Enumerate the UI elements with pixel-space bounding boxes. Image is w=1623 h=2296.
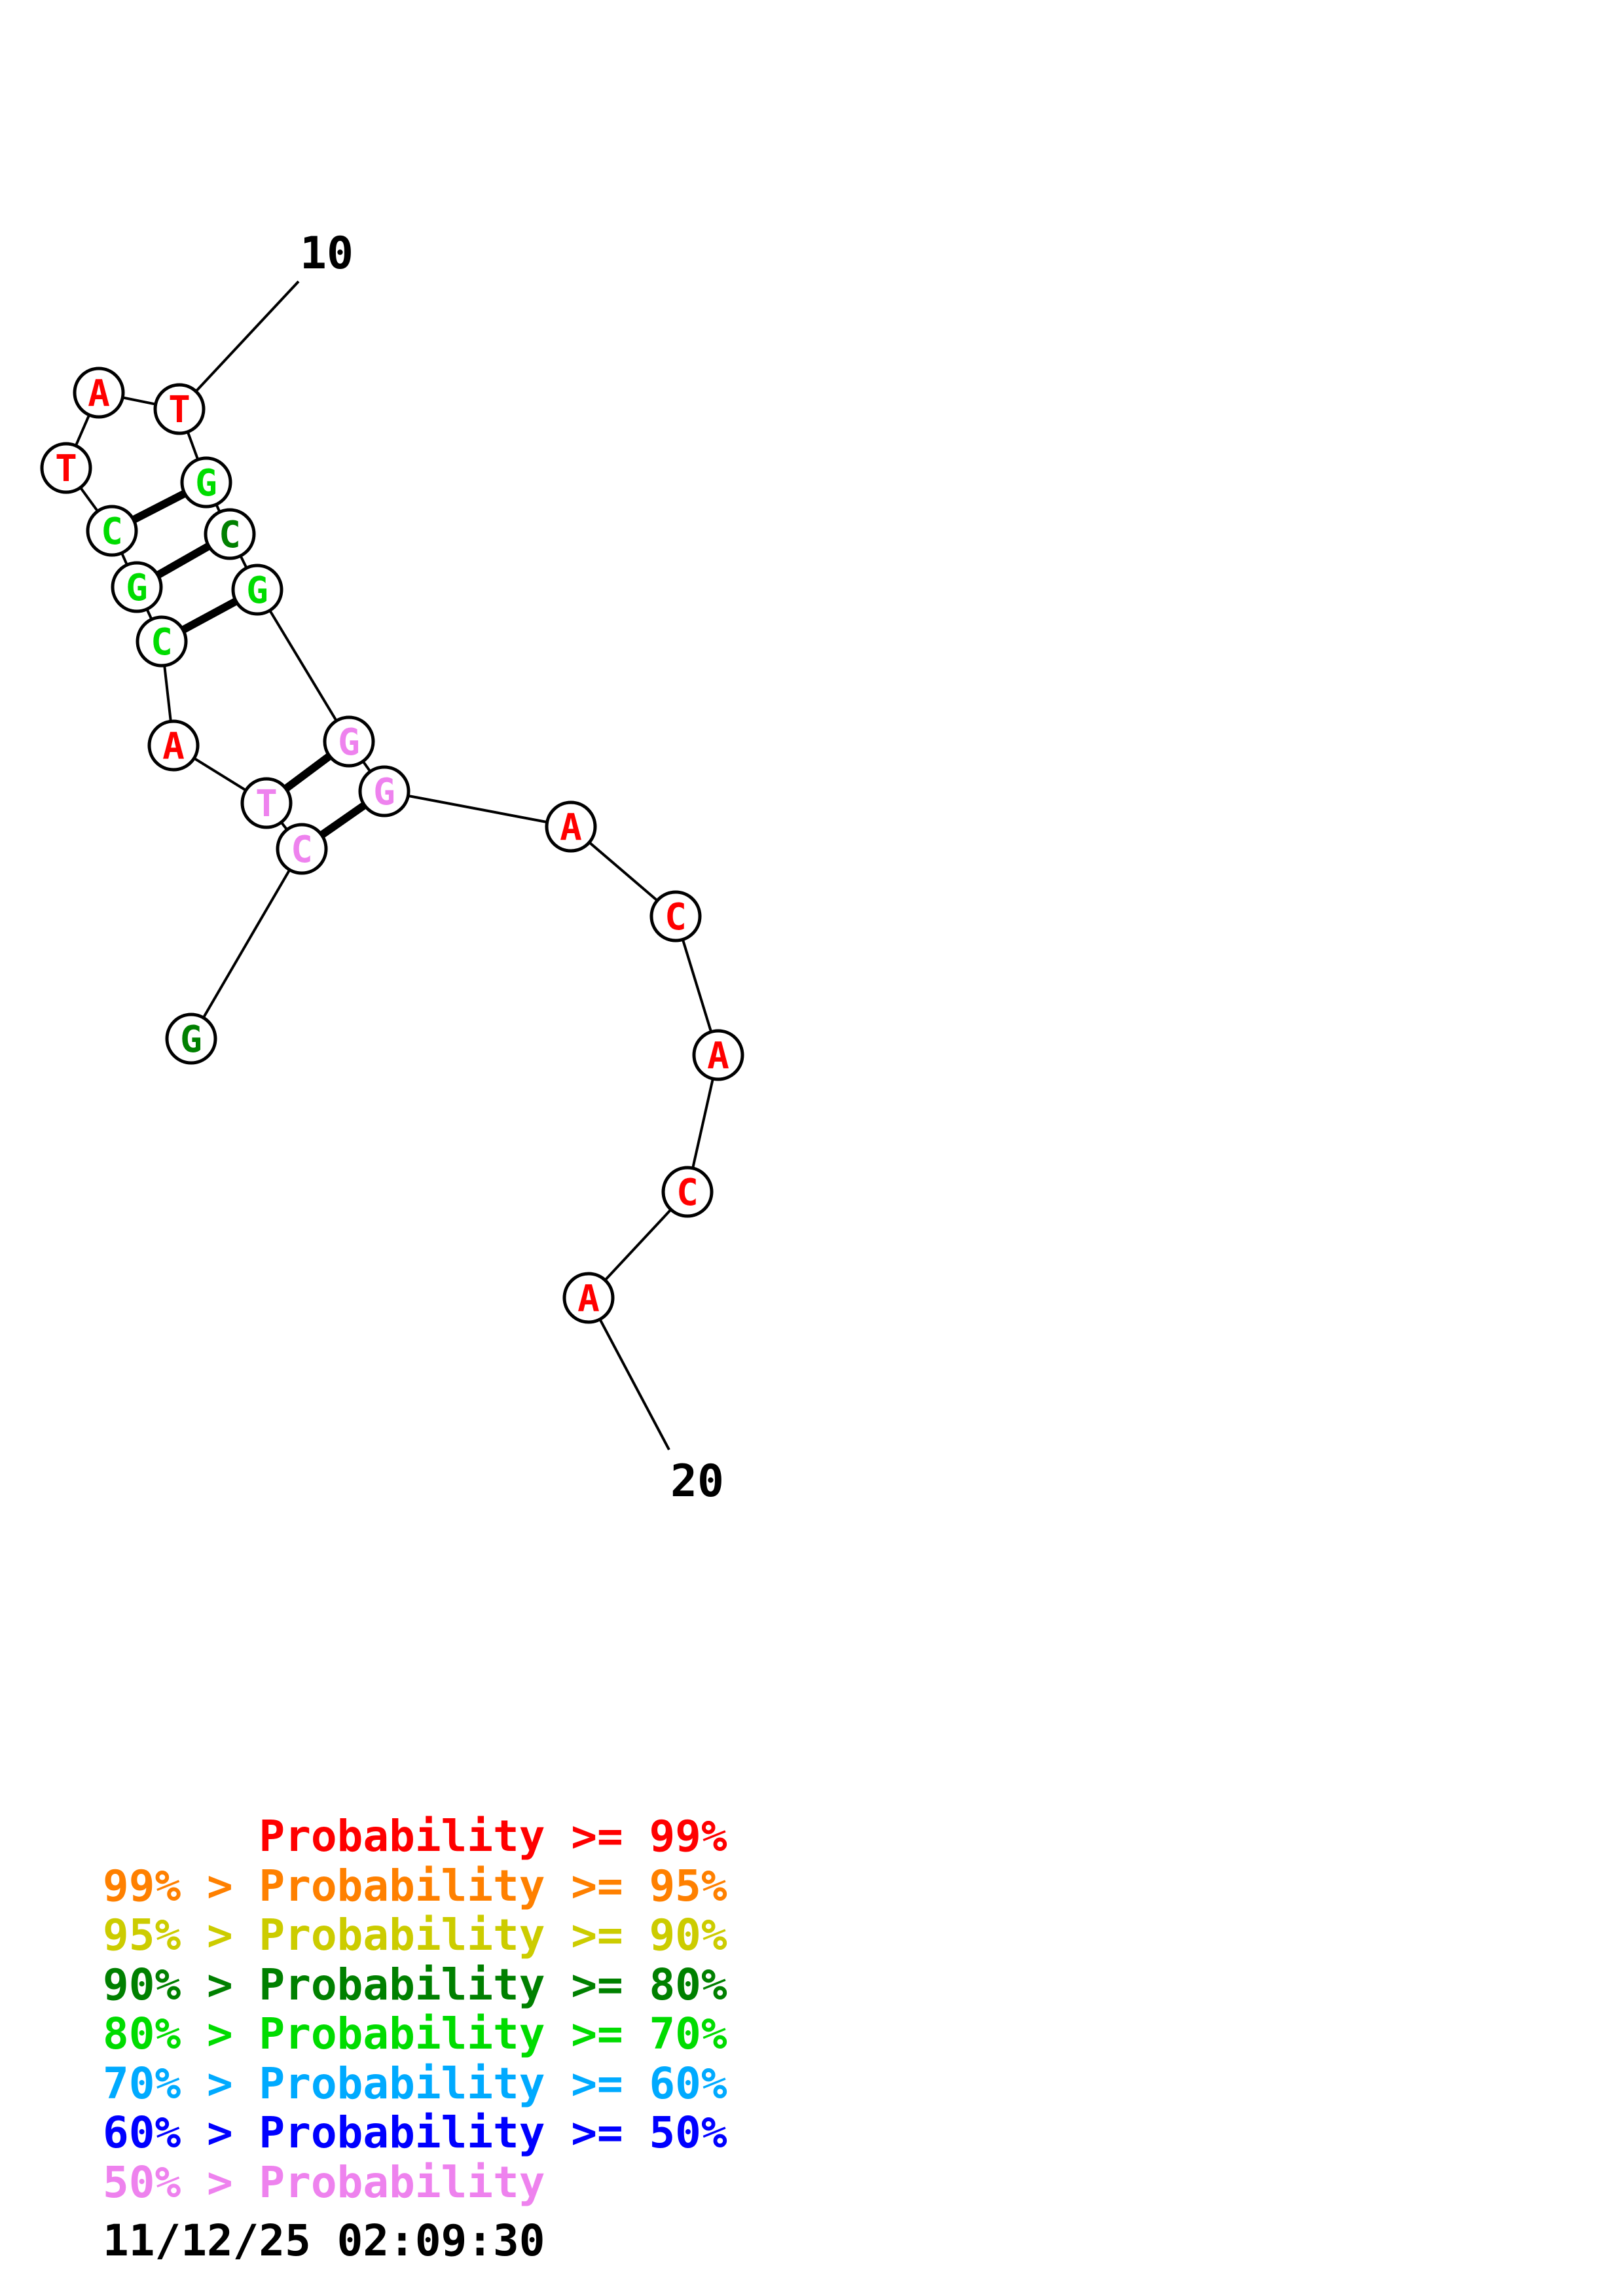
legend-line-4: 90% > Probability >= 80% [103, 1959, 727, 2010]
nucleotide-circle [153, 383, 206, 435]
nucleotide-circle [323, 715, 375, 768]
nucleotide-base: G [126, 567, 148, 609]
nucleotide-base: T [168, 389, 191, 431]
nucleotide-circle [358, 765, 410, 817]
legend-line-2: 99% > Probability >= 95% [103, 1860, 727, 1911]
backbone-link [384, 790, 572, 828]
nucleotide-base: C [291, 829, 313, 871]
nucleotide-base: G [338, 721, 360, 764]
legend-line-8: 50% > Probability [103, 2157, 545, 2208]
sequence-number-label: 20 [670, 1456, 724, 1507]
nucleotide-circle [240, 777, 293, 829]
nucleotide-circle [86, 505, 138, 557]
nucleotide-circle [204, 508, 256, 560]
legend-line-7: 60% > Probability >= 50% [103, 2108, 727, 2158]
nucleotide-circle [661, 1166, 714, 1218]
nucleotide-base: A [162, 725, 185, 768]
nucleotide-base: T [255, 783, 278, 825]
nucleotide-circle [165, 1013, 217, 1065]
nucleotide-base: A [577, 1278, 600, 1320]
nucleotide-base: C [151, 621, 173, 664]
nucleotide-base: G [180, 1018, 202, 1061]
backbone-link [256, 588, 350, 743]
probability-legend: Probability >= 99% 99% > Probability >= 9… [103, 1812, 727, 2207]
nucleotide-base: A [560, 806, 582, 849]
nucleotide-circle [562, 1272, 615, 1324]
nucleotide-base: G [373, 771, 395, 814]
nucleotide-circle [545, 800, 597, 853]
nucleotide-circle [276, 823, 328, 875]
nucleotide-circle [111, 561, 163, 613]
nucleotide-base: C [665, 896, 687, 939]
nucleotide-base: C [676, 1172, 699, 1214]
nucleotide-circle [231, 564, 283, 616]
nucleotide-base: A [707, 1035, 729, 1077]
nucleotide-base: A [88, 372, 110, 415]
nucleotide-circle [180, 456, 232, 509]
number-leader-line [178, 280, 300, 410]
nucleotide-circle [136, 615, 188, 668]
nucleotide-circle [147, 719, 200, 772]
legend-line-3: 95% > Probability >= 90% [103, 1910, 727, 1960]
nucleotide-base: G [246, 569, 268, 612]
legend-line-1: Probability >= 99% [103, 1811, 727, 1861]
nucleotide-circle [649, 890, 702, 942]
plot-timestamp: 11/12/25 02:09:30 [103, 2215, 545, 2266]
legend-line-6: 70% > Probability >= 60% [103, 2058, 727, 2109]
legend-line-5: 80% > Probability >= 70% [103, 2009, 727, 2059]
sequence-number-label: 10 [300, 228, 354, 279]
nucleotide-base: T [55, 448, 77, 490]
backbone-link [190, 848, 303, 1040]
nucleotide-circle [40, 442, 92, 494]
nucleotide-circle [692, 1029, 744, 1081]
nucleotide-base: G [195, 462, 217, 505]
number-leader-line [587, 1297, 670, 1450]
nucleotide-base: C [101, 511, 123, 553]
nucleotide-base: C [219, 514, 241, 556]
nucleotide-circle [73, 367, 125, 419]
